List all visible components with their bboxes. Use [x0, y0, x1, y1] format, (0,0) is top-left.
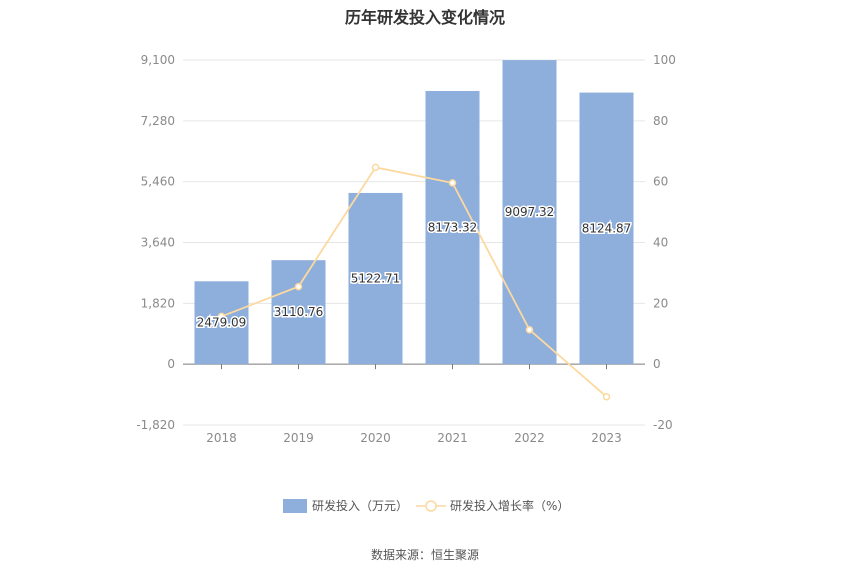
growth-point: [217, 312, 226, 321]
y-axis-right: -20 0 20 40 60 80 100: [653, 53, 676, 432]
y-tick-left: 0: [167, 357, 175, 371]
growth-point: [371, 163, 380, 172]
y-tick-right: 20: [653, 296, 668, 310]
bar-value-label: 2479.09: [197, 316, 247, 330]
x-tick-label: 2018: [206, 431, 237, 445]
bar-value-label: 9097.32: [505, 205, 555, 219]
legend-swatch-marker: [425, 500, 437, 512]
line-series: [217, 163, 611, 401]
growth-line: [221, 166, 608, 398]
growth-point: [448, 179, 457, 187]
y-tick-right: 80: [653, 114, 668, 128]
y-tick-left: 5,460: [141, 175, 175, 189]
x-axis: 2018 2019 2020 2021 2022 2023: [206, 364, 622, 445]
y-axis-left: -1,820 0 1,820 3,640 5,460 7,280 9,100: [136, 53, 175, 432]
x-tick-label: 2022: [514, 431, 545, 445]
y-tick-right: -20: [653, 418, 673, 432]
y-tick-left: -1,820: [136, 418, 175, 432]
legend-swatch-bar: [283, 499, 307, 513]
y-tick-left: 3,640: [141, 236, 175, 250]
x-tick-label: 2021: [437, 431, 468, 445]
bar-value-label: 5122.71: [351, 272, 401, 286]
y-tick-left: 7,280: [141, 114, 175, 128]
bar: [579, 92, 634, 365]
chart-title: 历年研发投入变化情况: [344, 8, 505, 27]
y-tick-left: 1,820: [141, 296, 175, 310]
bar-labels: 2479.09 3110.76 5122.71 8173.32 9097.32 8124.…: [195, 204, 633, 332]
legend-label-line: 研发投入增长率（%）: [450, 498, 569, 513]
y-tick-right: 100: [653, 53, 676, 67]
legend: 研发投入（万元） 研发投入增长率（%）: [283, 498, 569, 513]
bar: [425, 90, 480, 365]
grid-lines: [183, 59, 645, 426]
growth-point: [294, 282, 303, 291]
bar-value-label: 8173.32: [428, 221, 478, 235]
x-tick-label: 2023: [591, 431, 622, 445]
legend-label-bar: 研发投入（万元）: [312, 498, 408, 513]
growth-point: [525, 326, 534, 334]
bar-value-label: 3110.76: [274, 305, 324, 319]
bar: [502, 60, 557, 365]
source-note: 数据来源：恒生聚源: [370, 548, 479, 562]
y-tick-right: 0: [653, 357, 661, 371]
bar-series: [194, 60, 634, 365]
x-tick-label: 2020: [360, 431, 391, 445]
bar: [271, 260, 326, 365]
y-tick-right: 60: [653, 175, 668, 189]
bar: [348, 192, 403, 365]
x-tick-label: 2019: [283, 431, 314, 445]
growth-point: [602, 392, 611, 401]
y-tick-right: 40: [653, 236, 668, 250]
y-tick-left: 9,100: [141, 53, 175, 67]
bar: [194, 281, 249, 365]
bar-value-label: 8124.87: [582, 221, 632, 235]
